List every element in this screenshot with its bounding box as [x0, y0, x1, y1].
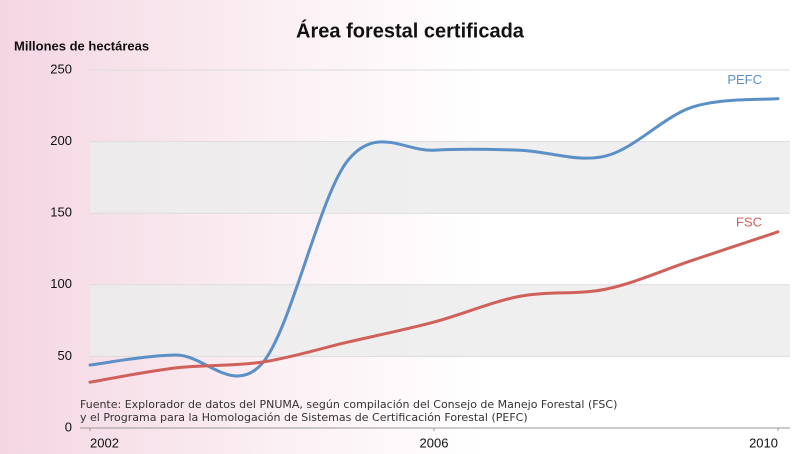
y-tick-label: 0: [65, 419, 72, 434]
y-axis-label: Millones de hectáreas: [14, 38, 149, 53]
grid-band: [90, 141, 790, 214]
x-tick-label: 2002: [90, 435, 119, 450]
y-tick-label: 50: [58, 348, 72, 363]
x-tick-label: 2010: [749, 435, 778, 450]
x-tick-label: 2006: [420, 435, 449, 450]
y-tick-label: 200: [50, 133, 72, 148]
series-label: PEFC: [727, 72, 762, 87]
y-tick-label: 250: [50, 61, 72, 76]
chart-title: Área forestal certificada: [296, 19, 525, 42]
series-label: FSC: [736, 214, 762, 229]
y-tick-label: 150: [50, 205, 72, 220]
source-note: y el Programa para la Homologación de Si…: [80, 411, 528, 424]
series-line: [88, 230, 780, 384]
y-tick-label: 100: [50, 276, 72, 291]
source-note: Fuente: Explorador de datos del PNUMA, s…: [80, 398, 617, 411]
